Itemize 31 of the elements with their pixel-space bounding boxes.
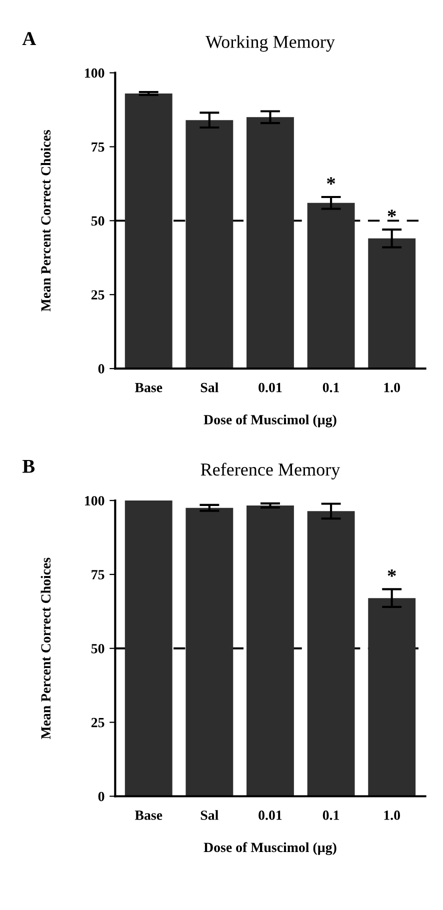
x-tick-label: Sal: [200, 810, 218, 820]
x-tick-label: 1.0: [384, 810, 400, 820]
y-tick-label: 100: [85, 68, 104, 78]
annotation: *: [326, 177, 336, 185]
x-tick-label: 1.0: [384, 382, 400, 392]
annotation: *: [388, 569, 396, 577]
y-tick-label: 50: [91, 644, 104, 654]
x-tick-label: Sal: [200, 382, 218, 392]
y-tick-label: 0: [98, 792, 104, 802]
chart-title: Reference Memory: [200, 462, 340, 480]
x-tick-label: 0.01: [258, 810, 282, 820]
y-tick-label: 25: [91, 718, 104, 728]
x-tick-label: 0.01: [258, 382, 282, 392]
text: A: [22, 32, 36, 45]
text: B: [22, 460, 35, 473]
y-tick-label: 0: [98, 364, 104, 374]
x-axis-title: Dose of Muscimol (µg): [204, 842, 336, 856]
y-tick-label: 25: [91, 290, 104, 300]
x-tick-label: Base: [134, 810, 162, 820]
y-tick-label: 75: [92, 570, 104, 580]
x-tick-label: 0.1: [322, 810, 339, 820]
y-axis-title: Mean Percent Correct Choices: [40, 130, 51, 312]
x-axis-title: Dose of Muscimol (µg): [204, 414, 336, 428]
y-tick-label: 100: [85, 496, 104, 506]
x-tick-label: Base: [134, 382, 162, 392]
annotation: *: [388, 210, 396, 218]
x-tick-label: 0.1: [322, 382, 339, 392]
chart-title: Working Memory: [206, 35, 335, 52]
y-tick-label: 50: [91, 216, 104, 226]
y-tick-label: 75: [92, 142, 104, 152]
y-axis-title: Mean Percent Correct Choices: [40, 558, 51, 740]
